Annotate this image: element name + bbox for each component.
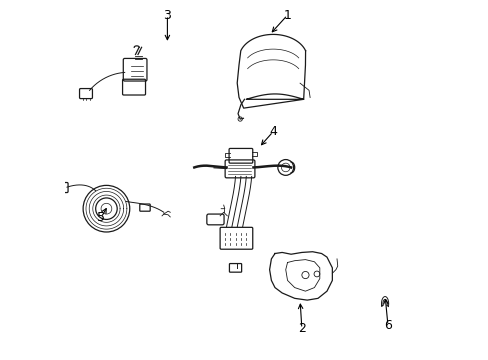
Text: 3: 3 xyxy=(163,9,171,22)
Text: 4: 4 xyxy=(269,125,277,138)
Text: 5: 5 xyxy=(97,211,105,224)
Text: 1: 1 xyxy=(283,9,291,22)
Text: 2: 2 xyxy=(297,322,305,335)
Text: 6: 6 xyxy=(383,319,391,332)
